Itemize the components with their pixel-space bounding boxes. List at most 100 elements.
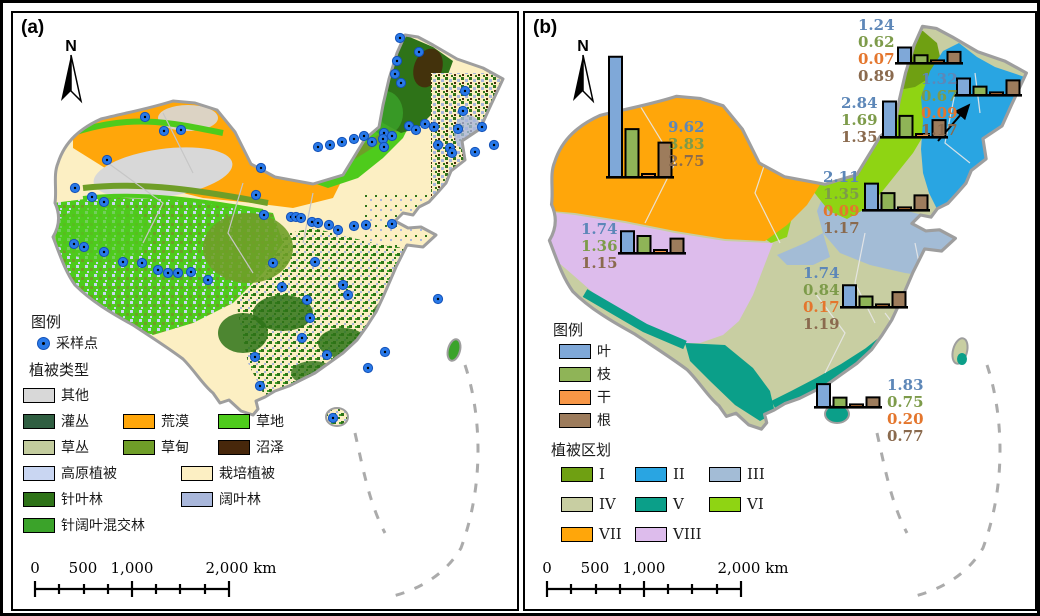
- chart-baseline: [862, 209, 930, 212]
- chart-values-III: 2.11 1.35 0.09 1.17: [823, 169, 860, 237]
- legend-item-veg: 灌丛: [23, 411, 89, 431]
- legend-item-zone: II: [635, 465, 685, 483]
- sampling-points-layer: [68, 32, 500, 424]
- vegetation-map-svg: N: [51, 32, 505, 600]
- bar-trunk-IV: [875, 303, 890, 308]
- value-branch: 0.75: [887, 393, 924, 411]
- veg-swatch: [23, 413, 55, 429]
- legend-item-veg: 其他: [23, 385, 89, 405]
- legend-item-veg: 高原植被: [23, 463, 117, 483]
- sampling-point-center: [206, 278, 210, 282]
- bar-root-I: [946, 50, 962, 64]
- zone-V-southwest: [685, 343, 775, 421]
- zone-swatch: [635, 526, 667, 542]
- value-leaf: 2.11: [823, 168, 860, 186]
- scale-bar-b: 0 500 1,000 2,000 km: [542, 559, 789, 597]
- sampling-point-center: [102, 200, 106, 204]
- sampling-point-center: [179, 128, 183, 132]
- sampling-point-center: [463, 89, 467, 93]
- sampling-point-center: [258, 384, 262, 388]
- bar-trunk-VI: [915, 133, 930, 138]
- sampling-point-center: [325, 353, 329, 357]
- sampling-point-center: [327, 223, 331, 227]
- sampling-point-center: [341, 283, 345, 287]
- legend-item-zone: I: [561, 465, 605, 483]
- value-leaf: 9.62: [668, 118, 705, 136]
- sampling-point-center: [143, 115, 147, 119]
- bar-leaf-VIII: [620, 230, 635, 254]
- zone-swatch: [561, 526, 593, 542]
- panel-b-zones-map: (b): [523, 11, 1037, 611]
- sampling-point-center: [262, 213, 266, 217]
- value-root: 1.35: [841, 128, 878, 146]
- svg-text:500: 500: [69, 559, 98, 577]
- sampling-point-icon: [37, 336, 50, 350]
- bar-root-II: [1005, 79, 1021, 96]
- legend-item-veg: 栽培植被: [181, 463, 275, 483]
- chart-baseline: [895, 62, 963, 65]
- veg-swatch: [123, 413, 155, 429]
- sampling-point-center: [313, 260, 317, 264]
- bar-leaf-V: [816, 383, 831, 408]
- value-leaf: 1.83: [887, 376, 924, 394]
- sampling-point-center: [383, 350, 387, 354]
- legend-title-b: 图例: [553, 322, 584, 339]
- veg-type-title: 植被类型: [29, 362, 90, 379]
- sampling-point-center: [73, 186, 77, 190]
- sampling-point-center: [407, 124, 411, 128]
- sampling-point-center: [253, 355, 257, 359]
- value-root: 1.17: [823, 219, 860, 237]
- legend-item-veg: 阔叶林: [181, 489, 261, 509]
- legend-item-zone: VIII: [635, 525, 702, 543]
- scale-bar-a: 0 500 1,000 2,000 km: [30, 559, 277, 597]
- value-leaf: 2.84: [841, 94, 878, 112]
- sampling-point-center: [364, 223, 368, 227]
- zone-title: 植被区划: [551, 442, 612, 459]
- sampling-point-center: [336, 228, 340, 232]
- sampling-point-center: [399, 81, 403, 85]
- bar-trunk-I: [930, 59, 945, 65]
- bar-root-VIII: [669, 237, 685, 254]
- sampling-point-center: [492, 143, 496, 147]
- legend-item-organ: 枝: [559, 364, 611, 384]
- sampling-point-center: [382, 131, 386, 135]
- sampling-point-center: [105, 158, 109, 162]
- bar-root-VII: [657, 141, 673, 178]
- panel-a-vegetation-map: (a): [11, 11, 519, 611]
- sampling-point-center: [90, 195, 94, 199]
- legend-item-veg: 针叶林: [23, 489, 103, 509]
- sampling-point-center: [300, 336, 304, 340]
- legend-item-zone: VI: [709, 495, 764, 513]
- zone-swatch: [709, 496, 741, 512]
- value-leaf: 1.74: [803, 264, 840, 282]
- sampling-point-center: [102, 250, 106, 254]
- value-trunk: 0.17: [803, 298, 840, 316]
- sampling-point-center: [381, 137, 385, 141]
- panel-b-label: (b): [533, 17, 558, 38]
- veg-swatch: [218, 439, 250, 455]
- svg-text:0: 0: [30, 559, 40, 577]
- veg-swatch: [23, 387, 55, 403]
- chart-baseline: [618, 252, 686, 255]
- value-leaf: 1.74: [581, 220, 618, 238]
- sampling-point-center: [189, 270, 193, 274]
- chart-values-VIII: 1.74 1.36 1.15: [581, 221, 618, 272]
- sampling-point-center: [156, 268, 160, 272]
- sampling-point-label: 采样点: [56, 335, 98, 351]
- value-trunk: 0.07: [858, 50, 895, 68]
- sampling-point-center: [331, 416, 335, 420]
- chart-baseline: [606, 176, 674, 179]
- value-branch: 3.83: [668, 135, 705, 153]
- svg-text:1,000: 1,000: [623, 559, 666, 577]
- legend-item-organ: 干: [559, 387, 611, 407]
- chart-values-II: 1.32 0.67 0.09 1.17: [921, 71, 958, 139]
- sampling-point-center: [366, 366, 370, 370]
- bar-root-III: [913, 194, 929, 211]
- sampling-point-center: [259, 166, 263, 170]
- bar-leaf-III: [864, 182, 879, 211]
- chart-values-IV: 1.74 0.84 0.17 1.19: [803, 265, 840, 333]
- bar-root-VI: [931, 119, 947, 138]
- bar-leaf-VI: [882, 100, 897, 138]
- legend-item-organ: 叶: [559, 341, 611, 361]
